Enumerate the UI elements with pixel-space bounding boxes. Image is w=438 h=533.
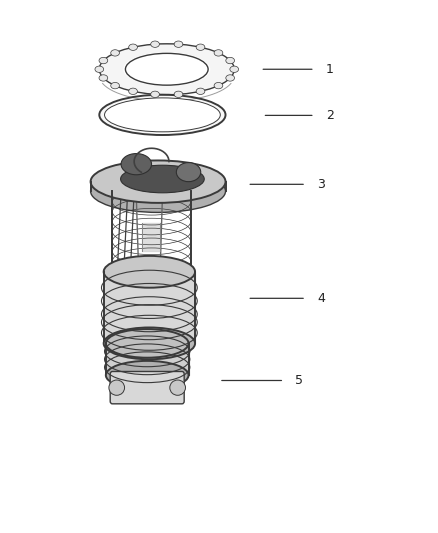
Ellipse shape	[106, 329, 188, 358]
Ellipse shape	[111, 50, 120, 56]
Ellipse shape	[106, 361, 188, 390]
Ellipse shape	[214, 50, 223, 56]
Ellipse shape	[120, 165, 204, 193]
Ellipse shape	[214, 83, 223, 89]
Ellipse shape	[177, 163, 201, 182]
Ellipse shape	[129, 88, 138, 94]
Ellipse shape	[99, 95, 226, 135]
Ellipse shape	[123, 52, 210, 86]
Ellipse shape	[121, 154, 152, 175]
Ellipse shape	[170, 380, 185, 395]
Ellipse shape	[91, 170, 226, 213]
Ellipse shape	[111, 83, 120, 89]
Ellipse shape	[91, 160, 226, 203]
Ellipse shape	[226, 75, 234, 81]
Ellipse shape	[129, 44, 138, 51]
Ellipse shape	[151, 91, 159, 98]
Ellipse shape	[230, 66, 239, 72]
FancyBboxPatch shape	[110, 372, 184, 404]
Ellipse shape	[151, 41, 159, 47]
Ellipse shape	[95, 66, 104, 72]
Text: 3: 3	[317, 178, 325, 191]
Ellipse shape	[99, 44, 234, 95]
Text: 5: 5	[295, 374, 303, 387]
Ellipse shape	[104, 327, 195, 359]
Ellipse shape	[174, 41, 183, 47]
Ellipse shape	[99, 58, 108, 64]
Text: 2: 2	[325, 109, 333, 122]
Ellipse shape	[226, 58, 234, 64]
Ellipse shape	[196, 88, 205, 94]
Ellipse shape	[196, 44, 205, 51]
Ellipse shape	[113, 191, 190, 272]
Ellipse shape	[104, 256, 195, 288]
Text: 4: 4	[317, 292, 325, 305]
Ellipse shape	[109, 380, 124, 395]
Ellipse shape	[105, 98, 220, 132]
Ellipse shape	[174, 91, 183, 98]
Ellipse shape	[99, 75, 108, 81]
Text: 1: 1	[325, 63, 333, 76]
